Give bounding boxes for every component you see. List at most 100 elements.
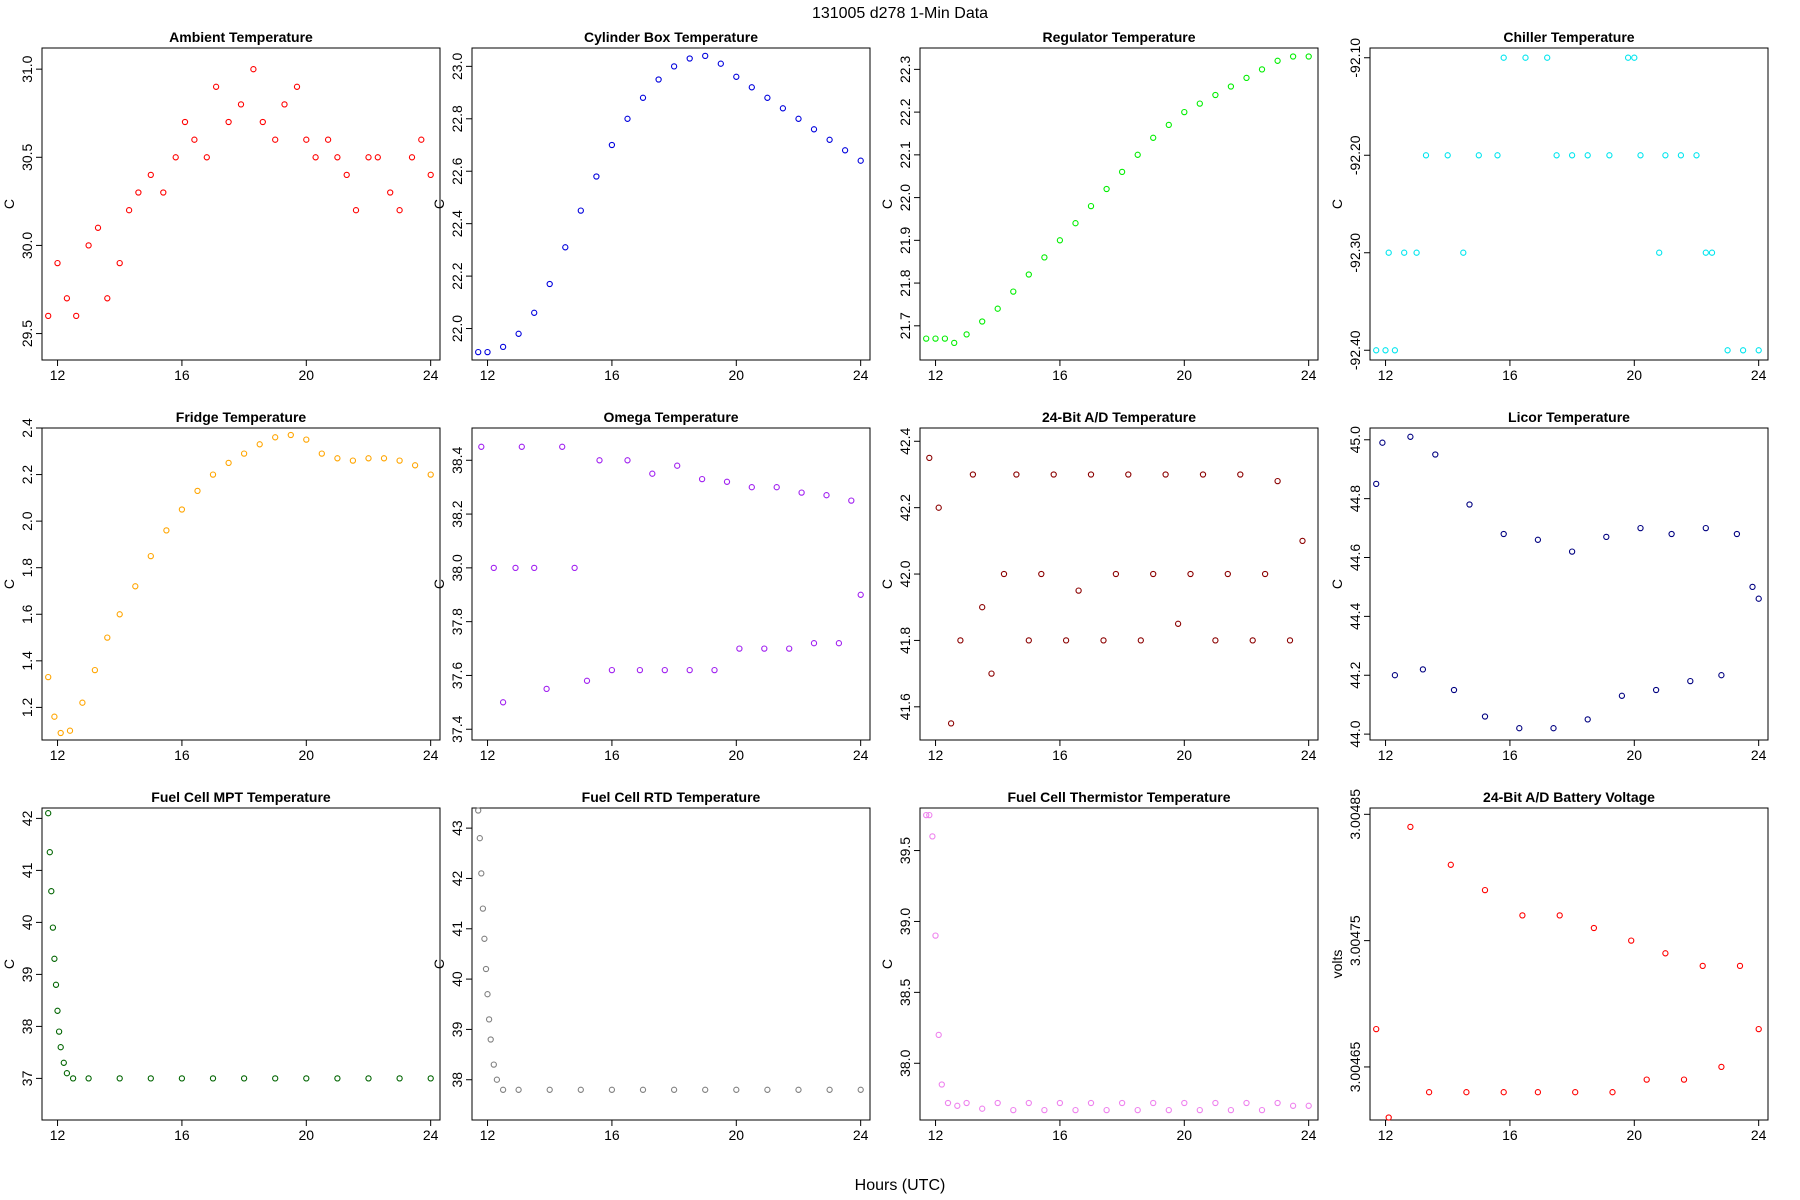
- y-axis-label: C: [1329, 199, 1345, 209]
- data-point: [493, 1076, 501, 1083]
- data-point: [1196, 1106, 1203, 1114]
- data-point: [212, 83, 220, 90]
- data-point: [1481, 886, 1489, 894]
- y-tick-label: -92.40: [1347, 330, 1363, 370]
- data-point: [1025, 1099, 1032, 1107]
- data-point: [318, 450, 325, 457]
- data-point: [1289, 1102, 1297, 1109]
- data-point: [1258, 66, 1266, 73]
- data-point: [490, 1061, 497, 1068]
- y-tick-label: 22.8: [449, 105, 465, 132]
- data-point: [723, 478, 731, 485]
- data-point: [46, 849, 53, 856]
- data-point: [1010, 288, 1017, 295]
- data-point: [1407, 823, 1414, 831]
- data-point: [1556, 912, 1563, 919]
- data-point: [484, 348, 491, 356]
- data-point: [954, 1102, 961, 1109]
- data-point: [1227, 83, 1235, 90]
- data-point: [1606, 152, 1613, 159]
- data-point: [979, 604, 986, 611]
- panel-24-bit-a-d-temperature: 24-Bit A/D Temperature C 12 16 20 24 41.6 41.8 4…: [879, 409, 1319, 763]
- y-tick-label: 21.9: [897, 226, 913, 253]
- plot-frame: [919, 807, 1319, 1121]
- data-point: [408, 154, 416, 161]
- data-point: [923, 335, 930, 342]
- y-tick-label: -92.10: [1347, 38, 1363, 78]
- data-point: [1373, 1025, 1380, 1033]
- data-point: [571, 564, 578, 572]
- x-tick-label: 24: [853, 367, 869, 383]
- plot-frame: [41, 47, 441, 361]
- data-point: [1699, 962, 1706, 970]
- panel-title: Fuel Cell RTD Temperature: [582, 789, 761, 805]
- data-point: [303, 436, 310, 443]
- x-tick-label: 12: [928, 367, 944, 383]
- y-tick-label: 22.2: [897, 98, 913, 125]
- data-point: [396, 207, 403, 214]
- data-point: [1481, 713, 1489, 720]
- data-point: [365, 455, 372, 462]
- data-point: [1572, 1089, 1579, 1096]
- data-point: [639, 1086, 647, 1093]
- data-point: [1150, 1099, 1157, 1107]
- y-tick-label: 38.0: [449, 554, 465, 581]
- y-tick-label: 30.5: [19, 143, 35, 170]
- data-point: [969, 471, 977, 478]
- data-point: [49, 924, 57, 931]
- y-tick-label: 1.6: [19, 604, 35, 624]
- data-point: [596, 457, 603, 464]
- data-point: [427, 1075, 434, 1082]
- y-tick-label: 1.2: [19, 697, 35, 717]
- data-point: [1274, 477, 1281, 485]
- data-point: [343, 171, 350, 179]
- x-tick-label: 20: [1627, 367, 1643, 383]
- data-point: [1087, 202, 1095, 210]
- y-tick-label: 42: [19, 810, 35, 826]
- data-point: [531, 564, 538, 572]
- data-point: [237, 101, 245, 108]
- data-point: [963, 331, 970, 338]
- data-point: [349, 457, 357, 464]
- data-point: [1736, 962, 1744, 970]
- data-point: [69, 1075, 77, 1082]
- data-point: [63, 1070, 71, 1077]
- data-point: [562, 244, 569, 251]
- data-point: [1261, 570, 1269, 578]
- x-tick-label: 20: [299, 747, 315, 763]
- y-tick-label: 31.0: [19, 55, 35, 82]
- y-tick-label: 44.8: [1347, 485, 1363, 512]
- data-point: [1286, 637, 1294, 644]
- data-point: [1041, 254, 1048, 261]
- data-point: [479, 905, 487, 912]
- data-point: [272, 136, 279, 143]
- x-tick-label: 24: [1751, 1127, 1767, 1143]
- data-point: [1243, 74, 1250, 82]
- data-point: [63, 295, 71, 302]
- data-point: [1584, 152, 1591, 159]
- data-point: [764, 94, 771, 101]
- x-tick-label: 16: [174, 1127, 190, 1143]
- data-point: [487, 1036, 494, 1043]
- y-axis-label: C: [431, 579, 447, 589]
- data-point: [649, 470, 656, 477]
- data-point: [116, 259, 123, 267]
- panel-title: 24-Bit A/D Temperature: [1042, 409, 1196, 425]
- y-tick-label: 38.5: [897, 979, 913, 1006]
- data-point: [1199, 471, 1207, 478]
- x-tick-label: 12: [50, 747, 66, 763]
- data-point: [810, 640, 818, 647]
- data-point: [826, 1086, 833, 1093]
- y-tick-label: 41.6: [897, 693, 913, 720]
- y-tick-label: 2.4: [19, 418, 35, 438]
- data-point: [1568, 152, 1576, 159]
- data-point: [1134, 1106, 1141, 1114]
- data-point: [608, 1086, 616, 1093]
- x-tick-label: 20: [729, 747, 745, 763]
- data-point: [1466, 501, 1473, 508]
- data-point: [160, 189, 167, 196]
- data-point: [951, 339, 958, 347]
- y-axis-label: C: [1, 199, 17, 209]
- x-tick-label: 20: [1627, 1127, 1643, 1143]
